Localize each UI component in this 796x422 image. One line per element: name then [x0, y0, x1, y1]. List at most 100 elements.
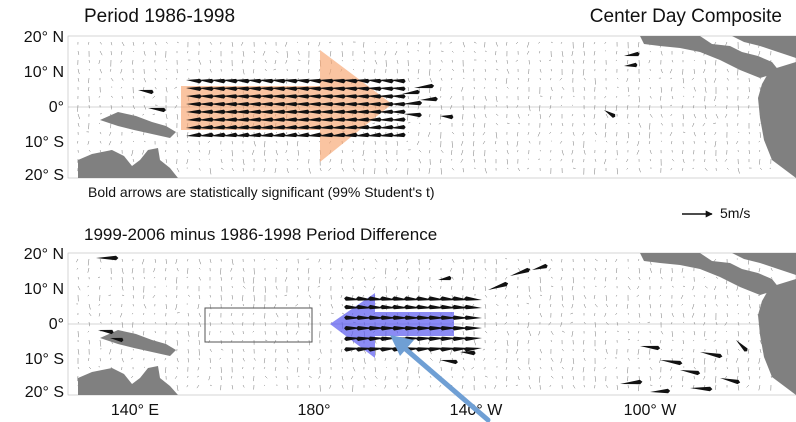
significant-wind-vector: [390, 94, 406, 99]
wind-vector: [308, 167, 311, 174]
wind-vector: [274, 59, 277, 65]
wind-vector: [517, 285, 519, 289]
wind-vector: [704, 330, 706, 337]
wind-vector: [671, 59, 674, 63]
wind-vector: [462, 77, 465, 80]
wind-vector: [603, 285, 607, 288]
wind-vector: [627, 276, 631, 280]
significant-wind-vector: [342, 101, 358, 107]
wind-vector: [275, 149, 278, 156]
significant-wind-vector: [342, 117, 358, 122]
wind-vector: [495, 258, 498, 265]
wind-vector: [395, 41, 398, 44]
wind-vector: [682, 158, 685, 163]
wind-vector: [561, 303, 564, 308]
wind-vector: [770, 375, 773, 378]
wind-vector: [252, 285, 255, 292]
significant-wind-vector: [246, 109, 262, 115]
wind-vector: [231, 384, 234, 390]
wind-vector: [198, 330, 200, 337]
central-america-land: [640, 36, 780, 78]
wind-vector: [682, 77, 685, 84]
wind-vector: [605, 384, 609, 388]
wind-vector: [242, 303, 244, 307]
wind-vector: [319, 276, 321, 284]
wind-vector: [220, 366, 222, 373]
wind-vector: [583, 294, 587, 299]
wind-vector: [87, 140, 90, 145]
wind-vector: [317, 357, 321, 361]
wind-vector: [582, 41, 585, 48]
wind-vector: [275, 131, 278, 134]
wind-vector: [417, 68, 420, 74]
wind-vector: [209, 348, 212, 352]
wind-vector: [132, 59, 134, 65]
wind-vector: [174, 375, 178, 379]
wind-vector: [559, 140, 563, 144]
wind-vector: [164, 366, 167, 374]
wind-vector: [154, 41, 157, 46]
significant-wind-vector: [354, 86, 370, 91]
wind-vector: [297, 357, 300, 360]
wind-vector: [209, 366, 212, 369]
wind-vector: [165, 158, 167, 163]
wind-vector: [527, 77, 530, 82]
wind-vector: [627, 122, 630, 124]
significant-wind-vector: [366, 78, 382, 84]
wind-vector: [594, 77, 596, 85]
wind-vector: [176, 149, 178, 153]
wind-vector: [275, 285, 278, 290]
wind-vector: [187, 312, 190, 317]
wind-vector: [329, 50, 332, 57]
wind-vector: [572, 276, 575, 284]
wind-vector: [99, 41, 102, 45]
wind-vector: [506, 41, 508, 46]
wind-vector: [528, 258, 531, 263]
wind-vector: [98, 122, 101, 125]
significant-wind-vector: [366, 94, 382, 99]
wind-vector: [484, 303, 487, 309]
wind-vector: [572, 140, 575, 146]
wind-vector: [583, 321, 586, 325]
wind-vector: [539, 68, 542, 73]
wind-vector: [231, 258, 234, 265]
wind-vector: [550, 375, 554, 379]
wind-vector: [693, 357, 695, 363]
wind-vector: [713, 258, 717, 262]
wind-vector: [341, 285, 344, 289]
wind-vector: [473, 357, 476, 361]
significant-wind-vector: [354, 94, 370, 99]
wind-vector: [726, 167, 729, 170]
wind-vector: [429, 285, 432, 288]
wind-vector: [660, 276, 663, 280]
wind-vector: [506, 140, 509, 146]
wind-vector: [495, 41, 498, 47]
wind-vector: [726, 366, 728, 370]
wind-vector: [759, 167, 763, 170]
wind-vector: [297, 77, 299, 80]
wind-vector: [494, 384, 497, 389]
wind-vector: [506, 122, 510, 124]
wind-vector: [121, 321, 124, 328]
wind-vector: [583, 50, 585, 56]
wind-vector: [230, 312, 233, 316]
wind-vector: [209, 357, 211, 363]
wind-vector: [769, 167, 772, 169]
wind-vector: [154, 258, 156, 263]
wind-vector: [341, 149, 344, 153]
wind-vector: [681, 167, 684, 171]
bottom-panel-title: 1999-2006 minus 1986-1998 Period Differe…: [84, 225, 438, 244]
wind-vector: [187, 267, 189, 274]
wind-vector: [759, 158, 761, 165]
wind-vector: [396, 140, 398, 146]
wind-vector: [77, 276, 80, 280]
wind-vector: [648, 276, 651, 280]
wind-vector: [726, 348, 729, 355]
wind-vector: [714, 131, 717, 135]
significant-wind-vector: [440, 315, 458, 320]
wind-vector: [263, 167, 266, 173]
significant-wind-vector: [282, 78, 298, 84]
significant-wind-vector: [234, 125, 250, 130]
wind-vector: [187, 321, 190, 326]
wind-vector: [440, 167, 442, 175]
